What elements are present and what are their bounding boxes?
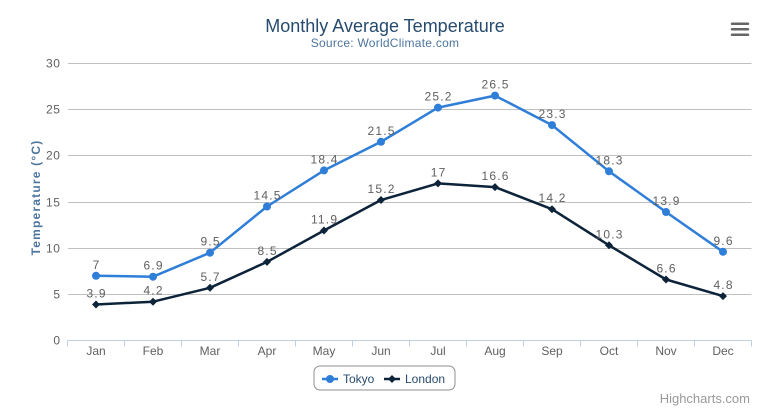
svg-text:13.9: 13.9: [653, 194, 681, 208]
svg-text:14.2: 14.2: [539, 191, 567, 205]
svg-text:16.6: 16.6: [482, 169, 510, 183]
svg-text:26.5: 26.5: [482, 78, 510, 92]
svg-text:7: 7: [93, 258, 101, 272]
svg-text:18.3: 18.3: [596, 153, 624, 167]
svg-text:4.8: 4.8: [713, 278, 733, 292]
svg-text:25: 25: [46, 103, 61, 117]
svg-text:Mar: Mar: [200, 344, 221, 358]
svg-text:6.9: 6.9: [143, 259, 163, 273]
svg-text:3.9: 3.9: [86, 287, 106, 301]
svg-text:10: 10: [46, 242, 61, 256]
svg-text:Nov: Nov: [655, 344, 676, 358]
svg-text:20: 20: [46, 149, 61, 163]
svg-text:Source: WorldClimate.com: Source: WorldClimate.com: [311, 36, 460, 50]
svg-text:0: 0: [53, 334, 60, 348]
svg-text:Sep: Sep: [541, 344, 563, 358]
svg-text:Oct: Oct: [600, 344, 619, 358]
svg-text:17: 17: [431, 165, 447, 179]
svg-text:21.5: 21.5: [368, 124, 396, 138]
svg-text:10.3: 10.3: [596, 227, 624, 241]
svg-text:23.3: 23.3: [539, 107, 567, 121]
svg-text:Highcharts.com: Highcharts.com: [660, 391, 750, 406]
svg-text:Apr: Apr: [258, 344, 277, 358]
svg-text:Jul: Jul: [430, 344, 445, 358]
svg-text:15: 15: [46, 196, 61, 210]
svg-text:Dec: Dec: [712, 344, 733, 358]
svg-text:18.4: 18.4: [311, 152, 339, 166]
svg-text:Jan: Jan: [86, 344, 105, 358]
svg-text:May: May: [313, 344, 336, 358]
svg-text:Feb: Feb: [143, 344, 164, 358]
svg-text:14.5: 14.5: [254, 189, 282, 203]
svg-text:Tokyo: Tokyo: [343, 372, 375, 386]
svg-text:Temperature (°C): Temperature (°C): [29, 140, 43, 256]
svg-text:Aug: Aug: [484, 344, 505, 358]
svg-text:4.2: 4.2: [143, 284, 163, 298]
svg-text:9.6: 9.6: [713, 234, 733, 248]
svg-text:Jun: Jun: [371, 344, 390, 358]
svg-text:25.2: 25.2: [425, 90, 453, 104]
svg-text:11.9: 11.9: [311, 213, 338, 227]
svg-text:Monthly Average Temperature: Monthly Average Temperature: [265, 16, 504, 36]
svg-text:15.2: 15.2: [368, 182, 396, 196]
svg-text:8.5: 8.5: [257, 244, 277, 258]
svg-text:9.5: 9.5: [200, 235, 220, 249]
svg-text:5.7: 5.7: [200, 270, 220, 284]
svg-text:6.6: 6.6: [656, 262, 676, 276]
svg-text:London: London: [405, 372, 445, 386]
svg-text:5: 5: [53, 288, 60, 302]
svg-text:30: 30: [46, 57, 61, 71]
